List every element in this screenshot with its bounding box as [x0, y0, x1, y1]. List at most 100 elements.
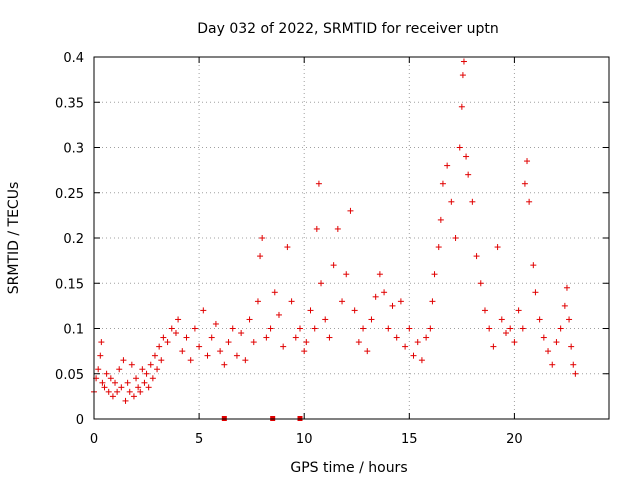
data-point — [263, 334, 270, 341]
grid — [94, 57, 609, 419]
x-tick-label: 0 — [90, 432, 98, 447]
data-point — [322, 316, 329, 323]
data-point — [107, 375, 114, 382]
data-point — [448, 198, 455, 205]
data-point — [498, 316, 505, 323]
data-point — [313, 225, 320, 232]
data-point — [439, 180, 446, 187]
data-point — [524, 158, 531, 165]
x-tick-label: 20 — [506, 432, 523, 447]
data-point — [570, 361, 577, 368]
data-point — [233, 352, 240, 359]
x-tick-label: 5 — [195, 432, 203, 447]
data-point — [118, 384, 125, 391]
data-point — [130, 393, 137, 400]
data-point — [154, 366, 161, 373]
data-point — [418, 357, 425, 364]
data-point — [452, 235, 459, 241]
data-point — [135, 384, 142, 391]
data-point — [271, 289, 278, 296]
data-point — [122, 397, 129, 404]
data-point — [397, 298, 404, 305]
data-point — [133, 375, 140, 382]
data-point — [116, 366, 123, 373]
data-point — [238, 330, 245, 337]
y-tick-label: 0.2 — [63, 232, 84, 247]
chart-title: Day 032 of 2022, SRMTID for receiver upt… — [197, 21, 499, 37]
data-point — [254, 298, 261, 305]
data-point — [385, 325, 392, 332]
plot-frame — [93, 56, 610, 420]
data-point — [568, 343, 575, 350]
data-point — [360, 325, 367, 332]
data-point — [364, 348, 371, 355]
data-point — [393, 334, 400, 341]
data-point — [376, 271, 383, 278]
data-point — [481, 307, 488, 314]
data-point — [330, 262, 337, 269]
data-point — [109, 393, 116, 400]
data-point — [490, 343, 497, 350]
data-point — [259, 235, 266, 241]
data-point — [545, 348, 552, 355]
data-point — [246, 316, 253, 323]
data-point — [158, 357, 165, 364]
data-point — [183, 334, 190, 341]
data-series — [91, 58, 579, 421]
y-tick-label: 0.4 — [63, 51, 84, 66]
data-point — [389, 302, 396, 309]
data-point — [515, 307, 522, 314]
data-point — [307, 307, 314, 314]
data-point — [292, 334, 299, 341]
data-point — [507, 325, 514, 332]
data-point — [172, 330, 179, 337]
data-point — [315, 180, 322, 187]
data-point — [156, 343, 163, 350]
data-point — [267, 325, 274, 332]
data-point — [301, 348, 308, 355]
data-point — [204, 352, 211, 359]
data-point — [540, 334, 547, 341]
data-point — [381, 289, 388, 296]
y-tick-label: 0.05 — [55, 368, 84, 383]
data-point — [212, 320, 219, 327]
data-point — [250, 339, 257, 346]
data-point — [303, 339, 310, 346]
data-point — [288, 298, 295, 305]
data-point — [521, 180, 528, 187]
data-point — [423, 334, 430, 341]
data-point — [95, 366, 102, 373]
data-point — [473, 253, 480, 260]
data-point — [553, 339, 560, 346]
data-point — [242, 357, 249, 364]
data-point — [126, 388, 133, 395]
data-point — [410, 352, 417, 359]
y-tick-label: 0 — [76, 413, 84, 428]
data-point — [103, 370, 110, 377]
y-tick-label: 0.1 — [63, 323, 84, 338]
data-point — [151, 352, 158, 359]
x-axis-label: GPS time / hours — [290, 460, 407, 476]
data-point — [351, 307, 358, 314]
data-point — [459, 72, 466, 79]
data-point — [519, 325, 526, 332]
data-point — [414, 339, 421, 346]
data-point — [435, 244, 442, 251]
y-tick-label: 0.3 — [63, 142, 84, 157]
data-point — [355, 339, 362, 346]
data-point — [532, 289, 539, 296]
data-point — [318, 280, 325, 287]
data-point — [465, 171, 472, 178]
data-point — [511, 339, 518, 346]
data-point — [343, 271, 350, 278]
data-point — [120, 357, 127, 364]
data-point — [431, 271, 438, 278]
data-point — [124, 379, 131, 386]
data-point — [128, 361, 135, 368]
data-point — [143, 370, 150, 377]
data-point — [572, 370, 579, 377]
data-point — [460, 58, 467, 65]
y-tick-label: 0.15 — [55, 277, 84, 292]
data-point — [98, 339, 105, 346]
